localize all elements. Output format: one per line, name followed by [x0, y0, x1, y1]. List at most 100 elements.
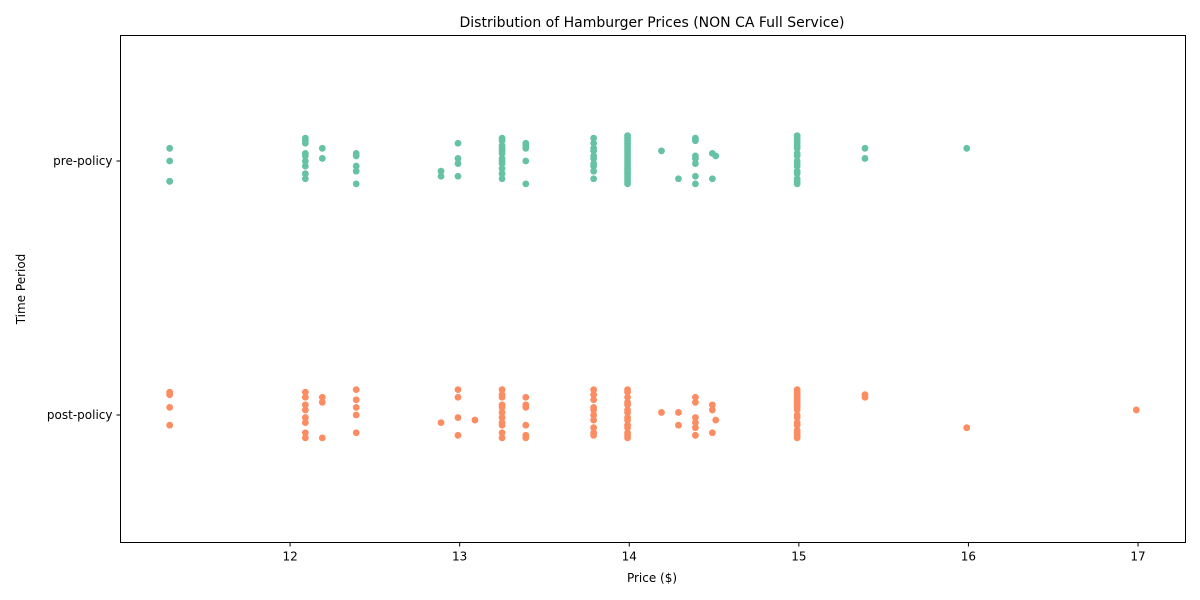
- data-point: [498, 386, 506, 393]
- data-point: [301, 401, 309, 409]
- data-point: [352, 162, 360, 170]
- data-point: [498, 393, 506, 401]
- data-point: [590, 167, 598, 175]
- data-point: [352, 386, 360, 393]
- data-point: [590, 431, 598, 439]
- data-point: [301, 162, 309, 170]
- data-point: [301, 406, 309, 414]
- data-point: [861, 393, 869, 401]
- data-point: [522, 180, 530, 188]
- data-point: [454, 386, 462, 393]
- data-point: [166, 157, 174, 165]
- y-axis-ticks: pre-policy post-policy: [47, 154, 121, 422]
- data-point: [793, 144, 801, 152]
- data-point: [352, 429, 360, 437]
- data-point: [352, 411, 360, 419]
- data-point: [301, 434, 309, 442]
- data-point: [454, 414, 462, 421]
- data-point: [166, 177, 174, 185]
- data-point: [498, 421, 506, 429]
- data-point: [590, 416, 598, 424]
- data-point: [712, 416, 720, 424]
- data-point: [301, 139, 309, 147]
- data-point: [624, 180, 631, 188]
- data-point: [498, 165, 506, 173]
- data-point: [498, 175, 506, 183]
- x-tick-label: 16: [961, 550, 976, 564]
- data-point: [590, 175, 598, 183]
- data-point: [301, 388, 309, 396]
- data-point: [301, 152, 309, 160]
- data-point: [692, 160, 699, 167]
- y-tick-label-pre-policy: pre-policy: [53, 154, 112, 168]
- data-point: [498, 149, 506, 157]
- data-point: [498, 403, 506, 411]
- x-tick-label: 17: [1130, 550, 1145, 564]
- data-point: [793, 170, 801, 178]
- data-point: [352, 396, 360, 404]
- data-point: [318, 155, 326, 162]
- data-point: [437, 167, 445, 175]
- data-point: [692, 393, 699, 401]
- data-point: [301, 157, 309, 165]
- data-point: [624, 409, 631, 416]
- data-point: [522, 403, 530, 411]
- data-point: [352, 167, 360, 175]
- data-point: [498, 434, 506, 442]
- data-point: [708, 401, 716, 409]
- data-point: [318, 393, 326, 401]
- data-point: [624, 393, 631, 401]
- data-point: [624, 401, 631, 409]
- data-point: [793, 162, 801, 170]
- data-point: [590, 386, 598, 393]
- data-point: [708, 406, 716, 414]
- x-tick-label: 12: [282, 550, 297, 564]
- data-point: [658, 409, 665, 416]
- data-point: [590, 139, 598, 147]
- data-point: [793, 152, 801, 160]
- x-axis-ticks: 12 13 14 15 16 17: [282, 542, 1146, 564]
- data-point: [471, 416, 479, 424]
- data-point: [658, 147, 665, 155]
- y-tick-label-post-policy: post-policy: [47, 408, 113, 422]
- data-point: [522, 157, 530, 165]
- data-point: [301, 170, 309, 178]
- data-point: [692, 180, 699, 188]
- x-tick-label: 15: [791, 550, 806, 564]
- data-point: [675, 421, 682, 429]
- series-pre-policy: [166, 132, 971, 188]
- data-point: [712, 152, 720, 160]
- data-point: [301, 419, 309, 427]
- data-point: [590, 396, 598, 404]
- data-point: [454, 139, 462, 147]
- data-point: [166, 403, 174, 411]
- data-point: [498, 170, 506, 178]
- data-point: [590, 134, 598, 142]
- data-point: [352, 152, 360, 160]
- data-point: [590, 162, 598, 170]
- data-point: [498, 409, 506, 416]
- data-point: [624, 424, 631, 432]
- data-point: [301, 429, 309, 437]
- data-point: [437, 172, 445, 180]
- data-point: [318, 434, 326, 442]
- data-point: [590, 391, 598, 399]
- data-point: [301, 175, 309, 183]
- data-point: [590, 155, 598, 162]
- data-point: [692, 431, 699, 439]
- x-axis-title: Price ($): [627, 571, 677, 585]
- x-tick-label: 14: [622, 550, 637, 564]
- data-point: [352, 403, 360, 411]
- data-point: [624, 434, 631, 442]
- plot-frame: [120, 35, 1186, 543]
- data-point: [166, 144, 174, 152]
- data-point: [675, 175, 682, 183]
- data-point: [301, 414, 309, 421]
- data-point: [498, 160, 506, 167]
- data-point: [861, 144, 869, 152]
- data-point: [318, 398, 326, 406]
- axes-layer: [120, 35, 1186, 543]
- chart-title: Distribution of Hamburger Prices (NON CA…: [460, 15, 845, 31]
- y-axis-title: Time Period: [14, 254, 28, 326]
